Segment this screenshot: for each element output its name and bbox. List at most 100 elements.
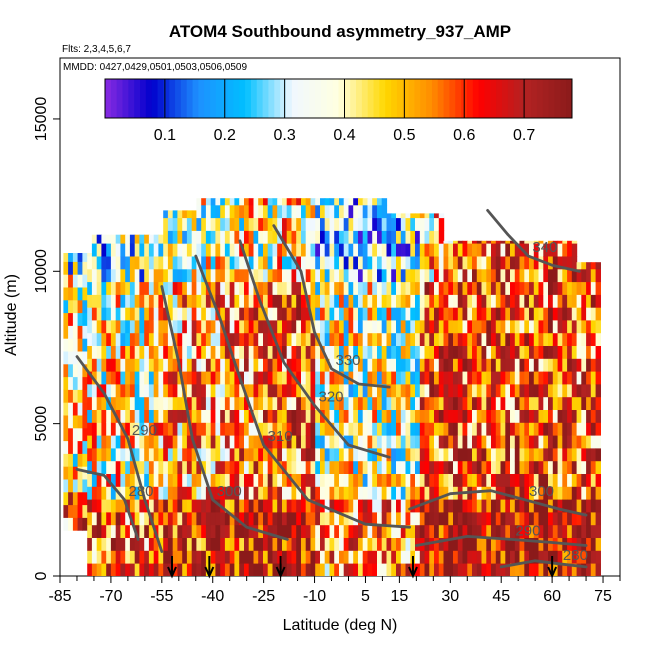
heatmap-cell (244, 204, 250, 219)
heatmap-cell (115, 499, 122, 513)
heatmap-cell (339, 307, 345, 321)
heatmap-cell (533, 512, 540, 526)
heatmap-cell (277, 217, 283, 231)
heatmap-cell (334, 537, 340, 551)
heatmap-cell (410, 448, 416, 462)
heatmap-cell (120, 332, 126, 346)
heatmap-cell (296, 294, 302, 308)
heatmap-cell (244, 512, 250, 526)
heatmap-cell (453, 499, 459, 513)
heatmap-cell (158, 512, 164, 526)
x-tick-label: 5 (361, 588, 370, 605)
heatmap-cell (543, 460, 549, 474)
heatmap-cell (191, 371, 198, 385)
heatmap-cell (429, 435, 435, 449)
heatmap-cell (548, 358, 554, 372)
heatmap-cell (139, 524, 145, 538)
heatmap-cell (562, 486, 568, 500)
heatmap-cell (253, 384, 259, 398)
heatmap-cell (476, 409, 483, 423)
heatmap-cell (453, 268, 459, 283)
heatmap-cell (215, 422, 221, 436)
heatmap-cell (186, 217, 193, 231)
heatmap-cell (106, 268, 112, 283)
heatmap-cell (267, 422, 274, 436)
heatmap-cell (248, 256, 255, 270)
heatmap-cell (586, 512, 592, 526)
heatmap-cell (424, 422, 430, 436)
heatmap-cell (567, 371, 573, 385)
heatmap-cell (248, 473, 255, 487)
heatmap-cell (519, 422, 525, 436)
heatmap-cell (315, 435, 321, 449)
heatmap-cell (481, 537, 487, 551)
heatmap-cell (543, 384, 549, 398)
heatmap-cell (353, 332, 359, 346)
heatmap-cell (115, 371, 122, 385)
heatmap-cell (372, 550, 378, 564)
heatmap-cell (486, 345, 492, 359)
heatmap-cell (343, 512, 350, 526)
heatmap-cell (87, 320, 93, 334)
heatmap-cell (63, 402, 69, 416)
heatmap-cell (215, 435, 221, 449)
heatmap-cell (510, 409, 516, 423)
heatmap-cell (500, 294, 506, 308)
heatmap-cell (405, 294, 411, 308)
colorbar-swatch (210, 79, 217, 118)
heatmap-cell (467, 396, 473, 410)
heatmap-cell (182, 345, 188, 359)
heatmap-cell (167, 268, 174, 283)
heatmap-cell (457, 524, 464, 538)
heatmap-cell (182, 281, 188, 295)
heatmap-cell (533, 486, 540, 500)
heatmap-cell (215, 332, 221, 346)
heatmap-cell (177, 345, 183, 359)
heatmap-cell (191, 448, 198, 462)
heatmap-cell (410, 256, 416, 270)
heatmap-cell (186, 345, 193, 359)
heatmap-cell (267, 332, 274, 346)
heatmap-cell (310, 499, 316, 513)
heatmap-cell (320, 371, 326, 385)
heatmap-cell (134, 332, 141, 346)
heatmap-cell (457, 320, 464, 334)
heatmap-cell (533, 524, 540, 538)
heatmap-cell (595, 486, 601, 500)
heatmap-cell (201, 371, 207, 385)
heatmap-cell (310, 332, 316, 346)
heatmap-cell (101, 396, 107, 410)
heatmap-cell (220, 307, 226, 321)
contour-line-340 (486, 209, 581, 273)
heatmap-cell (125, 281, 131, 295)
heatmap-cell (320, 243, 326, 257)
heatmap-cell (448, 294, 454, 308)
heatmap-cell (510, 256, 516, 270)
heatmap-cell (434, 268, 440, 283)
heatmap-cell (571, 435, 578, 449)
heatmap-cell (443, 384, 449, 398)
heatmap-cell (134, 371, 141, 385)
heatmap-cell (381, 345, 388, 359)
heatmap-cell (158, 537, 164, 551)
heatmap-cell (348, 332, 354, 346)
heatmap-cell (263, 537, 269, 551)
heatmap-cell (144, 537, 150, 551)
heatmap-cell (543, 473, 549, 487)
heatmap-cell (438, 213, 445, 219)
heatmap-cell (77, 491, 83, 506)
heatmap-cell (191, 281, 198, 295)
heatmap-cell (134, 473, 141, 487)
heatmap-cell (224, 358, 231, 372)
heatmap-cell (96, 537, 103, 551)
heatmap-cell (343, 409, 350, 423)
heatmap-cell (215, 243, 221, 257)
heatmap-cell (391, 524, 397, 538)
heatmap-cell (239, 358, 245, 372)
heatmap-cell (405, 320, 411, 334)
heatmap-cell (424, 473, 430, 487)
heatmap-cell (410, 396, 416, 410)
heatmap-cell (125, 422, 131, 436)
